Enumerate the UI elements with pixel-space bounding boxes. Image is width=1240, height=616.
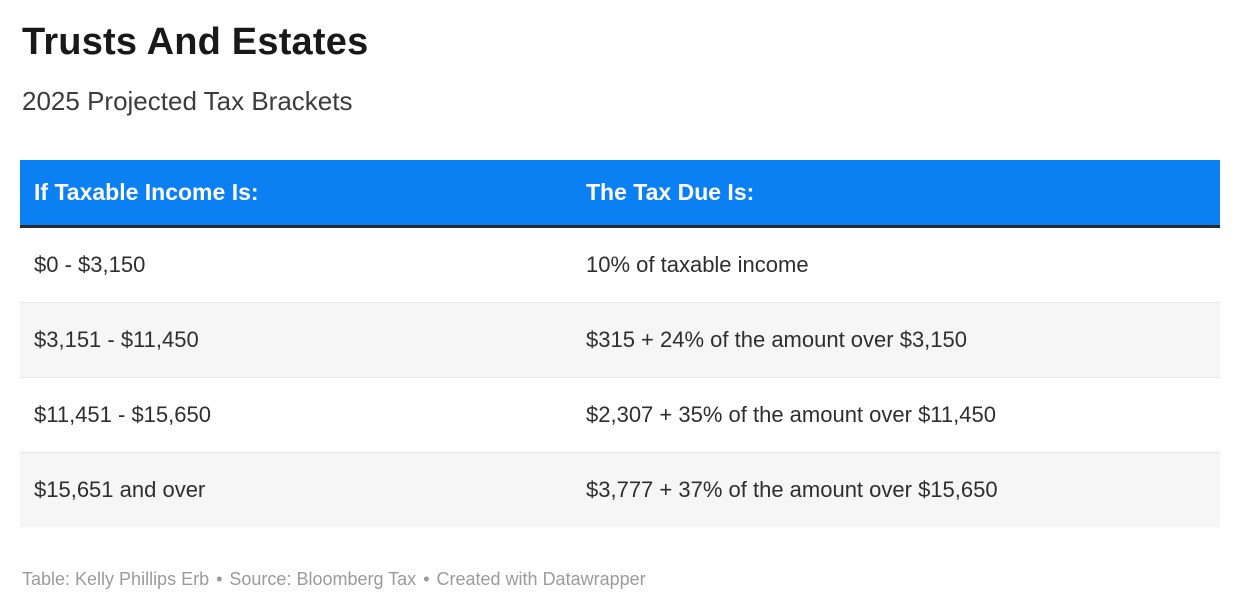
table-row: $0 - $3,150 10% of taxable income <box>20 227 1220 303</box>
bullet-separator: • <box>423 569 430 589</box>
datawrapper-link[interactable]: Datawrapper <box>542 569 646 589</box>
footer-credits: Table: Kelly Phillips Erb • Source: Bloomb… <box>22 567 1220 591</box>
table-credit: Table: Kelly Phillips Erb <box>22 569 210 589</box>
page-title: Trusts And Estates <box>22 21 369 63</box>
header-cell-taxable-income: If Taxable Income Is: <box>20 160 572 228</box>
table-body: $0 - $3,150 10% of taxable income $3,151… <box>20 227 1220 527</box>
tax-brackets-table: If Taxable Income Is: The Tax Due Is: $0… <box>20 160 1220 527</box>
income-range-cell: $15,651 and over <box>20 452 572 527</box>
table-header: If Taxable Income Is: The Tax Due Is: <box>20 160 1220 228</box>
tax-due-cell: $2,307 + 35% of the amount over $11,450 <box>572 377 1220 453</box>
tax-due-cell: $315 + 24% of the amount over $3,150 <box>572 302 1220 378</box>
source-link[interactable]: Bloomberg Tax <box>296 569 417 589</box>
table-row: $11,451 - $15,650 $2,307 + 35% of the am… <box>20 377 1220 453</box>
source-prefix: Source: <box>229 569 297 589</box>
income-range-cell: $11,451 - $15,650 <box>20 377 572 453</box>
tax-due-cell: 10% of taxable income <box>586 252 809 277</box>
datawrapper-table-page: Trusts And Estates 2025 Projected Tax Br… <box>20 21 1220 591</box>
table-row: $15,651 and over $3,777 + 37% of the amo… <box>20 452 1220 527</box>
page-subtitle: 2025 Projected Tax Brackets <box>22 86 353 116</box>
income-range-cell: $3,151 - $11,450 <box>20 302 572 378</box>
table-row: $3,151 - $11,450 $315 + 24% of the amoun… <box>20 302 1220 378</box>
income-range-cell: $0 - $3,150 <box>34 252 146 277</box>
bullet-separator: • <box>216 569 223 589</box>
table-header-row: If Taxable Income Is: The Tax Due Is: <box>20 160 1220 228</box>
tax-due-cell: $3,777 + 37% of the amount over $15,650 <box>572 452 1220 527</box>
created-prefix: Created with <box>436 569 543 589</box>
header-cell-tax-due: The Tax Due Is: <box>572 160 1220 228</box>
